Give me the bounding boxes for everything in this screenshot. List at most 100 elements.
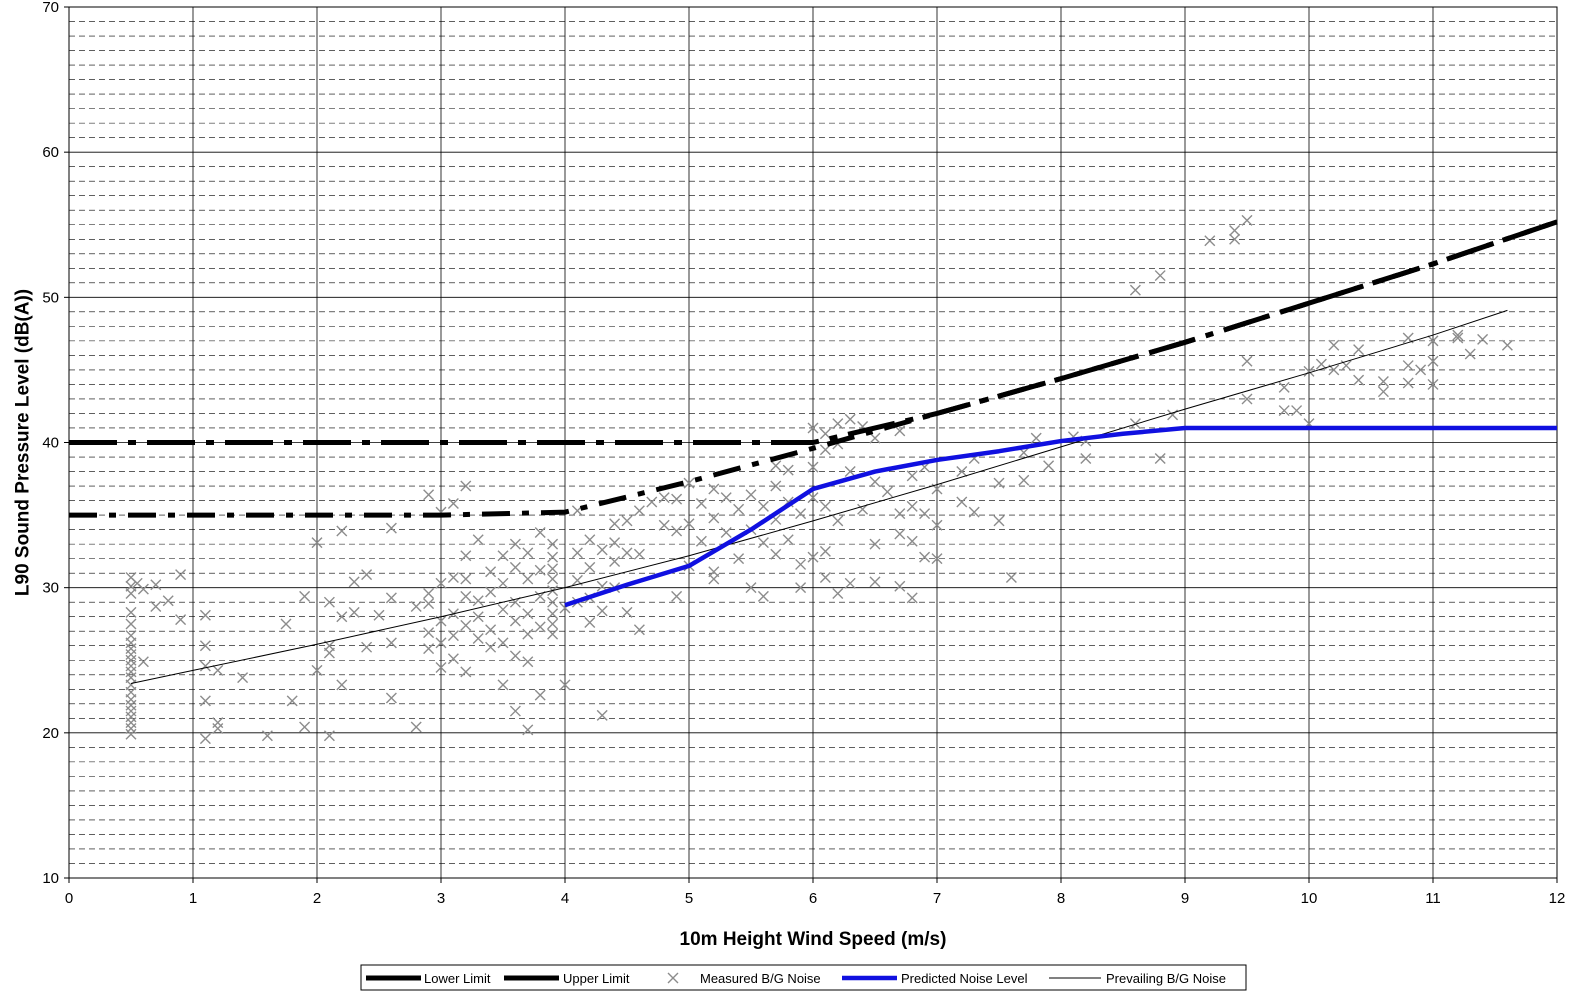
measured-point <box>832 587 844 599</box>
measured-point <box>658 492 670 504</box>
measured-point <box>280 618 292 630</box>
y-axis-ticks: 10 20 30 40 50 60 70 <box>42 0 69 887</box>
measured-point <box>956 496 968 508</box>
measured-point <box>472 632 484 644</box>
measured-point <box>509 538 521 550</box>
measured-point <box>150 601 162 613</box>
measured-point <box>509 705 521 717</box>
measured-point <box>720 527 732 538</box>
measured-point <box>534 564 546 576</box>
measured-point <box>782 464 794 476</box>
measured-point <box>993 515 1005 527</box>
measured-point <box>522 573 534 585</box>
measured-point <box>199 733 211 745</box>
measured-point <box>844 413 856 425</box>
measured-point <box>410 601 422 613</box>
legend-label: Upper Limit <box>563 971 630 986</box>
measured-point <box>323 730 335 742</box>
measured-point <box>770 480 782 492</box>
measured-point <box>460 666 472 678</box>
measured-point <box>584 534 596 546</box>
measured-point <box>1154 270 1166 282</box>
measured-point <box>807 492 819 504</box>
measured-point <box>795 582 807 594</box>
measured-point <box>373 609 385 621</box>
measured-point <box>1030 432 1042 444</box>
measured-point <box>609 537 621 549</box>
measured-point <box>633 505 645 517</box>
measured-point <box>423 627 435 639</box>
measured-point <box>782 534 794 546</box>
x-tick-label: 10 <box>1301 890 1318 907</box>
measured-point <box>906 500 918 512</box>
measured-point <box>1204 235 1216 247</box>
x-tick-label: 1 <box>189 890 197 907</box>
measured-point <box>435 662 447 674</box>
measured-point <box>869 538 881 550</box>
x-tick-label: 3 <box>437 890 445 907</box>
measured-point <box>906 592 918 604</box>
measured-point <box>472 611 484 623</box>
measured-point <box>311 664 323 676</box>
measured-point <box>125 728 137 740</box>
measured-point <box>485 641 497 653</box>
measured-point <box>299 721 311 733</box>
measured-point <box>472 534 484 546</box>
measured-point <box>348 606 360 618</box>
measured-point <box>671 590 683 602</box>
measured-point <box>348 576 360 588</box>
measured-point <box>199 609 211 621</box>
measured-point <box>447 630 459 642</box>
measured-point <box>212 664 224 676</box>
y-tick-label: 30 <box>42 580 59 597</box>
measured-point <box>497 603 509 615</box>
measured-point <box>1278 381 1290 393</box>
x-tick-label: 2 <box>313 890 321 907</box>
measured-point <box>1315 358 1327 370</box>
measured-point <box>869 432 881 444</box>
measured-point <box>199 660 211 672</box>
x-tick-label: 4 <box>561 890 569 907</box>
measured-point <box>807 461 819 473</box>
measured-point <box>286 695 298 707</box>
measured-point <box>609 518 621 530</box>
legend-label: Predicted Noise Level <box>901 971 1028 986</box>
measured-point <box>547 538 559 550</box>
measured-point <box>522 656 534 668</box>
measured-point <box>894 580 906 592</box>
measured-point <box>906 470 918 482</box>
measured-point <box>819 428 831 440</box>
measured-point <box>609 556 621 568</box>
x-tick-label: 8 <box>1057 890 1065 907</box>
measured-point <box>423 598 435 610</box>
measured-point <box>857 503 869 515</box>
measured-point <box>894 425 906 437</box>
measured-point <box>485 586 497 598</box>
measured-point <box>646 496 658 508</box>
measured-point <box>819 572 831 583</box>
measured-point <box>497 550 509 562</box>
x-tick-label: 9 <box>1181 890 1189 907</box>
measured-point <box>1229 225 1241 237</box>
measured-point <box>757 537 769 549</box>
series-layer <box>69 214 1558 745</box>
measured-point <box>596 709 608 721</box>
measured-point <box>299 590 311 602</box>
y-tick-label: 40 <box>42 435 59 452</box>
y-tick-label: 20 <box>42 725 59 742</box>
measured-point <box>162 595 174 607</box>
measured-point <box>435 577 447 589</box>
measured-point <box>199 640 211 652</box>
measured-point <box>1291 405 1303 417</box>
measured-point <box>894 528 906 540</box>
measured-point <box>621 515 633 527</box>
measured-point <box>745 489 757 501</box>
measured-point <box>125 618 137 630</box>
measured-point <box>1377 376 1389 388</box>
measured-point <box>757 590 769 602</box>
measured-point <box>336 611 348 623</box>
measured-point <box>534 689 546 701</box>
measured-point <box>522 724 534 736</box>
measured-point <box>1241 393 1253 405</box>
